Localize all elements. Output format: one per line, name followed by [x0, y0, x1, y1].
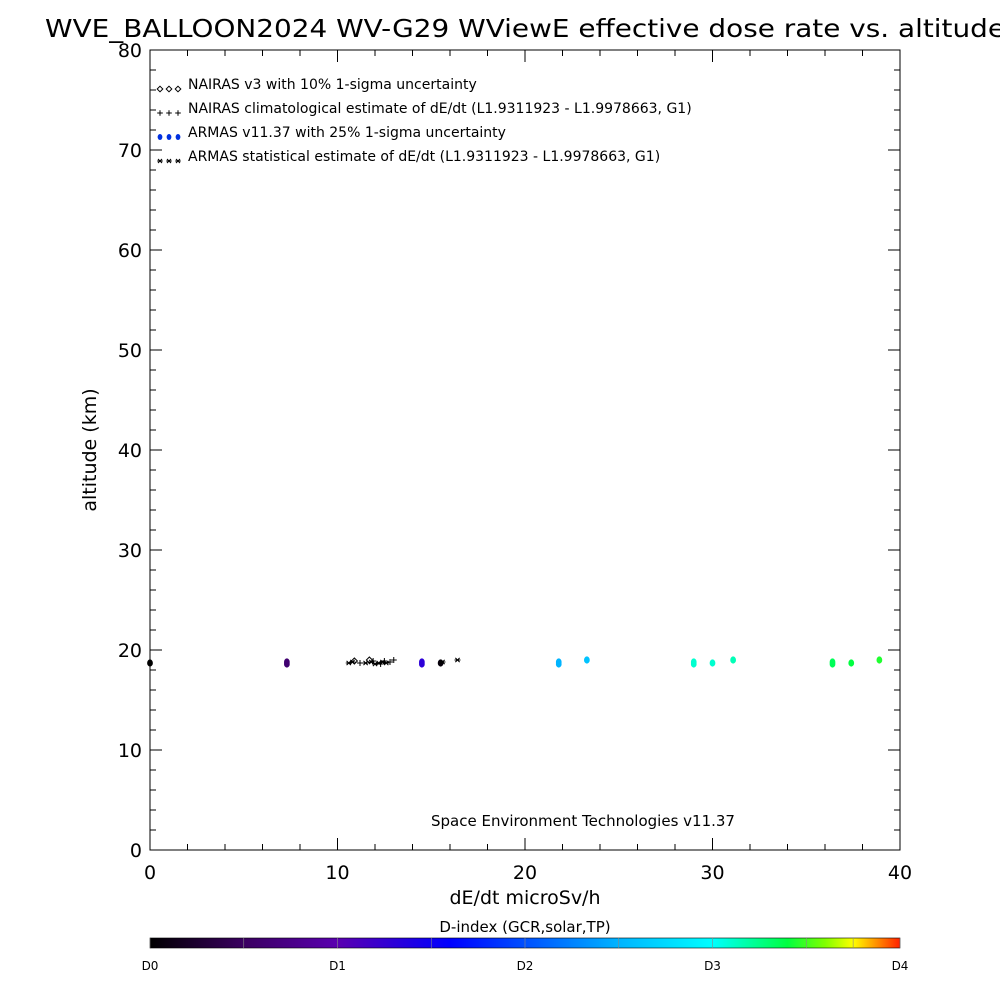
legend-symbol — [165, 85, 173, 93]
data-point — [876, 656, 883, 664]
data-point — [283, 658, 290, 666]
y-tick-labels: 0 10 20 30 40 50 60 70 80 — [118, 40, 142, 862]
y-tick-label: 20 — [118, 640, 142, 662]
x-tick-label: 10 — [325, 862, 349, 884]
data-point — [848, 659, 855, 667]
data-point — [709, 659, 716, 667]
data-point — [381, 658, 388, 664]
colorbar-tick-label: D4 — [892, 959, 909, 973]
colorbar-tick-label: D0 — [142, 959, 159, 973]
data-point — [730, 656, 737, 664]
y-tick-label: 80 — [118, 40, 142, 62]
legend-symbol — [157, 110, 163, 116]
y-axis-label: altitude (km) — [79, 388, 101, 511]
data-point — [357, 660, 363, 666]
plot-frame — [149, 49, 901, 851]
y-tick-label: 40 — [118, 440, 142, 462]
data-point — [377, 661, 384, 667]
y-tick-label: 50 — [118, 340, 142, 362]
colorbar-label: D-index (GCR,solar,TP) — [439, 918, 610, 936]
x-tick-label: 40 — [888, 862, 912, 884]
chart-title: WVE_BALLOON2024 WV-G29 WViewE effective … — [45, 14, 1000, 43]
annotation: Space Environment Technologies v11.37 — [431, 812, 735, 830]
legend-symbol — [166, 158, 172, 164]
data-point — [365, 656, 374, 664]
colorbar-tick-label: D3 — [704, 959, 721, 973]
legend-label: ARMAS statistical estimate of dE/dt (L1.… — [188, 149, 660, 165]
y-tick-label: 60 — [118, 240, 142, 262]
data-point — [350, 657, 359, 665]
legend-symbol — [156, 85, 164, 93]
legend-symbol — [175, 110, 181, 116]
x-axis-label: dE/dt microSv/h — [449, 887, 600, 909]
axis-ticks — [149, 49, 901, 851]
legend-label: ARMAS v11.37 with 25% 1-sigma uncertaint… — [188, 125, 506, 141]
x-tick-labels: 0 10 20 30 40 — [144, 862, 912, 884]
legend-symbol — [157, 134, 163, 140]
legend-symbol — [157, 158, 163, 164]
data-point — [390, 657, 397, 663]
x-tick-label: 30 — [700, 862, 724, 884]
data-point — [147, 659, 153, 667]
legend-symbol — [166, 134, 172, 140]
colorbar-tick-label: D1 — [329, 959, 346, 973]
legend-symbol — [175, 134, 181, 140]
data-points — [147, 656, 883, 668]
colorbar-tick-label: D2 — [517, 959, 534, 973]
legend: NAIRAS v3 with 10% 1-sigma uncertainty NA… — [156, 77, 692, 165]
y-tick-label: 30 — [118, 540, 142, 562]
y-tick-label: 70 — [118, 140, 142, 162]
data-point — [439, 659, 446, 665]
y-tick-label: 0 — [130, 840, 142, 862]
y-tick-label: 10 — [118, 740, 142, 762]
data-point — [690, 658, 697, 666]
legend-label: NAIRAS v3 with 10% 1-sigma uncertainty — [188, 77, 477, 93]
data-point — [362, 660, 369, 666]
x-tick-label: 0 — [144, 862, 156, 884]
data-point — [454, 657, 461, 663]
legend-label: NAIRAS climatological estimate of dE/dt … — [188, 101, 692, 117]
colorbar-ticks: D0 D1 D2 D3 D4 — [142, 938, 909, 973]
x-tick-label: 20 — [513, 862, 537, 884]
legend-symbol — [166, 110, 172, 116]
data-point — [583, 656, 590, 664]
data-point — [418, 658, 425, 666]
legend-symbol — [175, 158, 181, 164]
data-point — [829, 658, 836, 666]
legend-symbol — [174, 85, 182, 93]
data-point — [555, 658, 562, 666]
data-point — [387, 659, 393, 665]
